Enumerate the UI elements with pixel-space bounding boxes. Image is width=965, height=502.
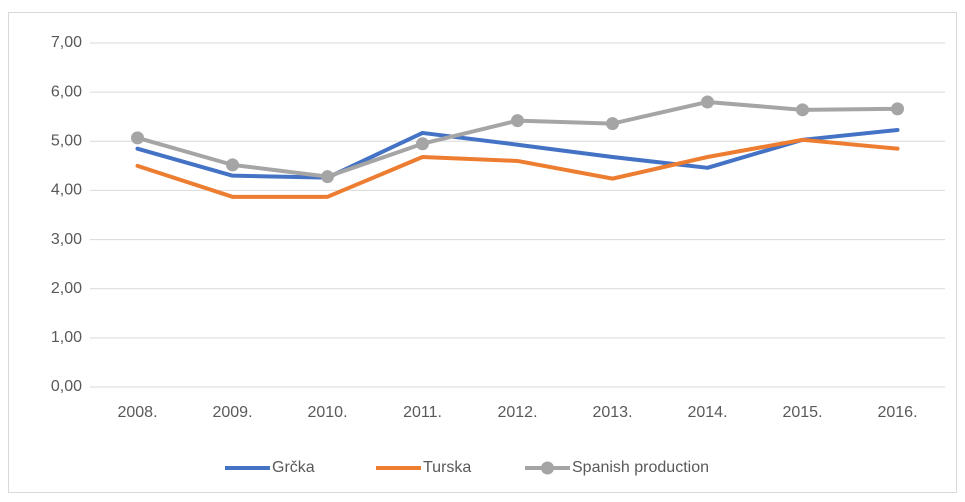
series-line [135,137,900,199]
y-tick-label: 7,00 [51,34,82,51]
series-marker [321,170,334,184]
x-tick-label: 2013. [592,404,632,421]
y-tick-label: 5,00 [51,133,82,150]
x-tick-label: 2011. [403,404,442,421]
y-tick-label: 2,00 [51,280,82,297]
series-marker [891,102,904,116]
series-marker [416,137,429,151]
legend-marker [541,461,554,475]
y-tick-label: 3,00 [51,231,82,248]
legend-label: Turska [423,459,471,476]
legend-label: Grčka [272,459,315,476]
x-tick-label: 2010. [307,404,347,421]
x-tick-label: 2009. [212,404,252,421]
y-tick-label: 1,00 [51,329,82,346]
series-marker [131,131,144,145]
series-marker [701,95,714,109]
legend-label: Spanish production [572,459,709,476]
x-tick-label: 2015. [782,404,822,421]
y-tick-label: 4,00 [51,182,82,199]
x-tick-label: 2008. [117,404,157,421]
x-tick-label: 2016. [877,404,917,421]
y-tick-label: 0,00 [51,378,82,395]
series-marker [796,103,809,117]
series-marker [511,114,524,128]
series-line [135,127,900,180]
x-tick-label: 2012. [497,404,537,421]
x-tick-label: 2014. [687,404,727,421]
series-marker [226,158,239,172]
y-tick-label: 6,00 [51,83,82,100]
series-marker [606,117,619,131]
